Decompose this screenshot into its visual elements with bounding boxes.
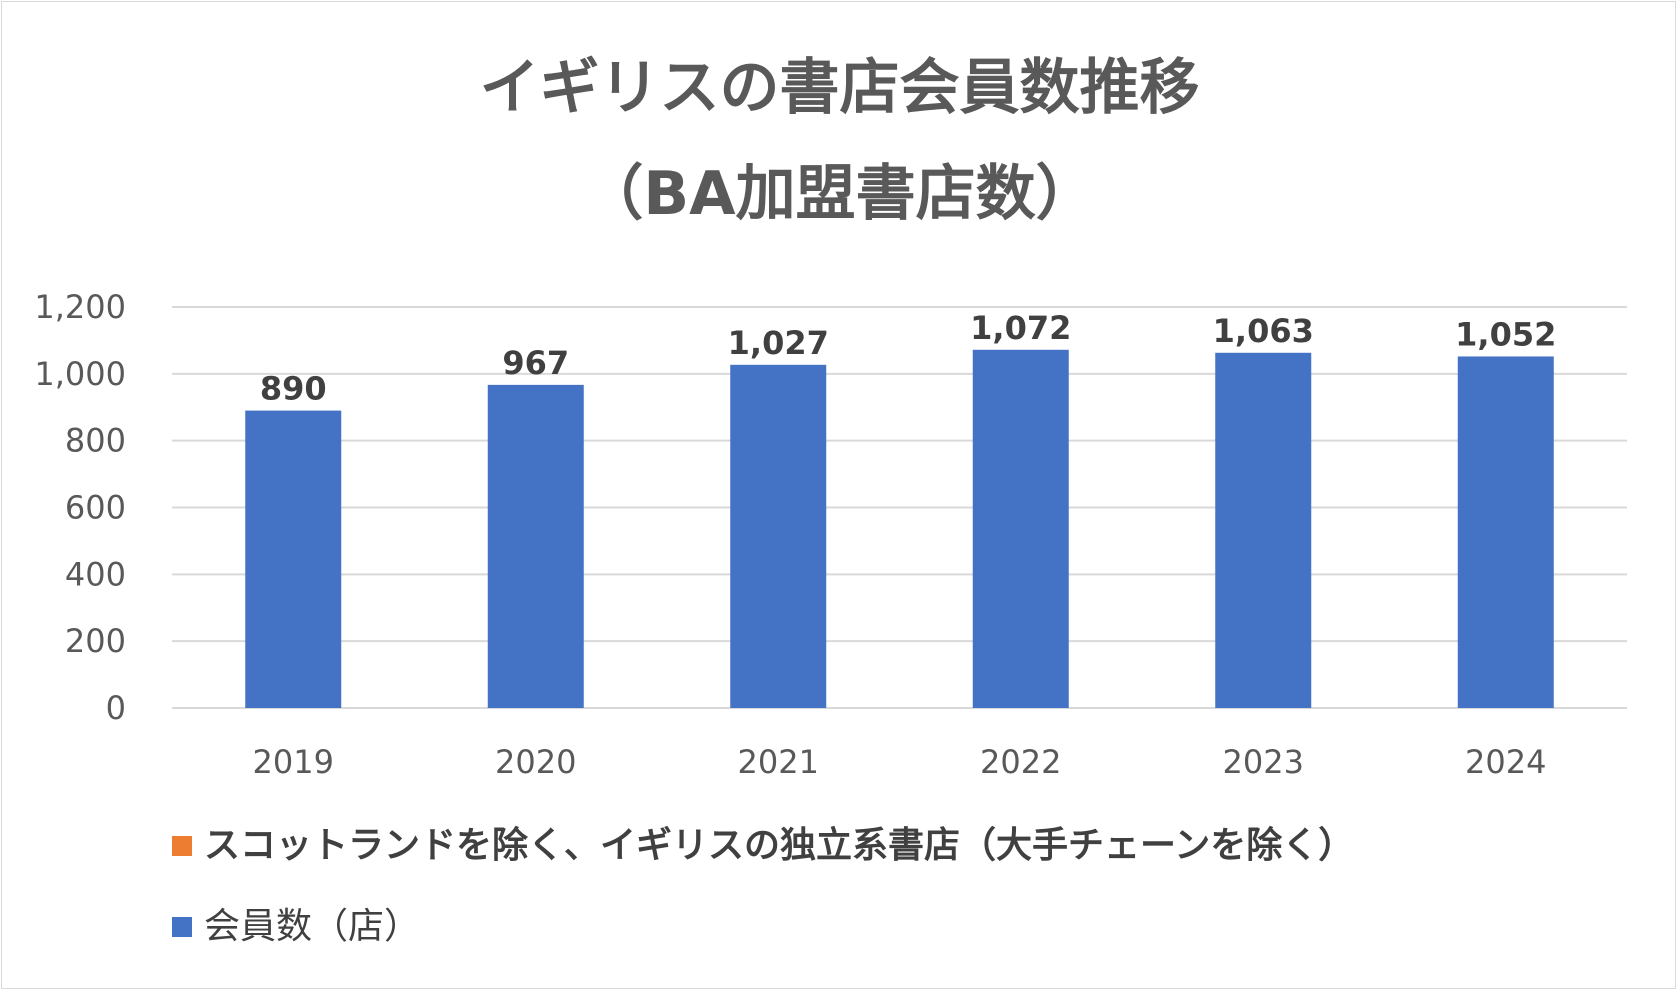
- chart-subtitle: （BA加盟書店数）: [583, 159, 1096, 229]
- y-tick-label: 200: [65, 622, 126, 660]
- data-label: 1,027: [728, 324, 829, 362]
- bar: [1457, 356, 1554, 708]
- legend-label: スコットランドを除く、イギリスの独立系書店（大手チェーンを除く）: [204, 825, 1355, 866]
- chart-title: イギリスの書店会員数推移: [479, 53, 1200, 123]
- bar: [972, 349, 1069, 708]
- y-tick-label: 1,200: [34, 288, 126, 326]
- data-label: 890: [260, 370, 327, 408]
- data-labels: 890 967 1,027 1,072 1,063 1,052: [260, 309, 1557, 408]
- bar: [245, 410, 342, 708]
- data-label: 1,052: [1455, 315, 1556, 353]
- legend-item-members: 会員数（店）: [172, 909, 420, 945]
- y-tick-label: 0: [106, 689, 126, 727]
- y-tick-label: 400: [65, 555, 126, 593]
- x-tick-label: 2022: [980, 743, 1061, 781]
- x-tick-label: 2019: [253, 743, 334, 781]
- y-tick-label: 1,000: [34, 355, 126, 393]
- legend-label: 会員数（店）: [204, 906, 421, 947]
- bar: [730, 364, 827, 708]
- legend-swatch-orange: [172, 836, 192, 856]
- data-label: 1,072: [970, 309, 1071, 347]
- legend-item-independent-bookstores: スコットランドを除く、イギリスの独立系書店（大手チェーンを除く）: [172, 828, 1354, 864]
- y-tick-label: 600: [65, 489, 126, 527]
- data-label: 1,063: [1213, 312, 1314, 350]
- bar: [487, 384, 584, 708]
- bar: [1215, 352, 1312, 708]
- data-label: 967: [502, 344, 569, 382]
- y-tick-label: 800: [65, 422, 126, 460]
- x-axis-ticks: 2019 2020 2021 2022 2023 2024: [253, 743, 1547, 781]
- x-tick-label: 2024: [1465, 743, 1546, 781]
- legend-swatch-blue: [172, 917, 192, 937]
- gridlines: [172, 306, 1627, 709]
- x-tick-label: 2021: [738, 743, 819, 781]
- bars: [245, 349, 1554, 708]
- y-axis-ticks: 0 200 400 600 800 1,000 1,200: [34, 288, 126, 727]
- x-tick-label: 2023: [1223, 743, 1304, 781]
- x-tick-label: 2020: [495, 743, 576, 781]
